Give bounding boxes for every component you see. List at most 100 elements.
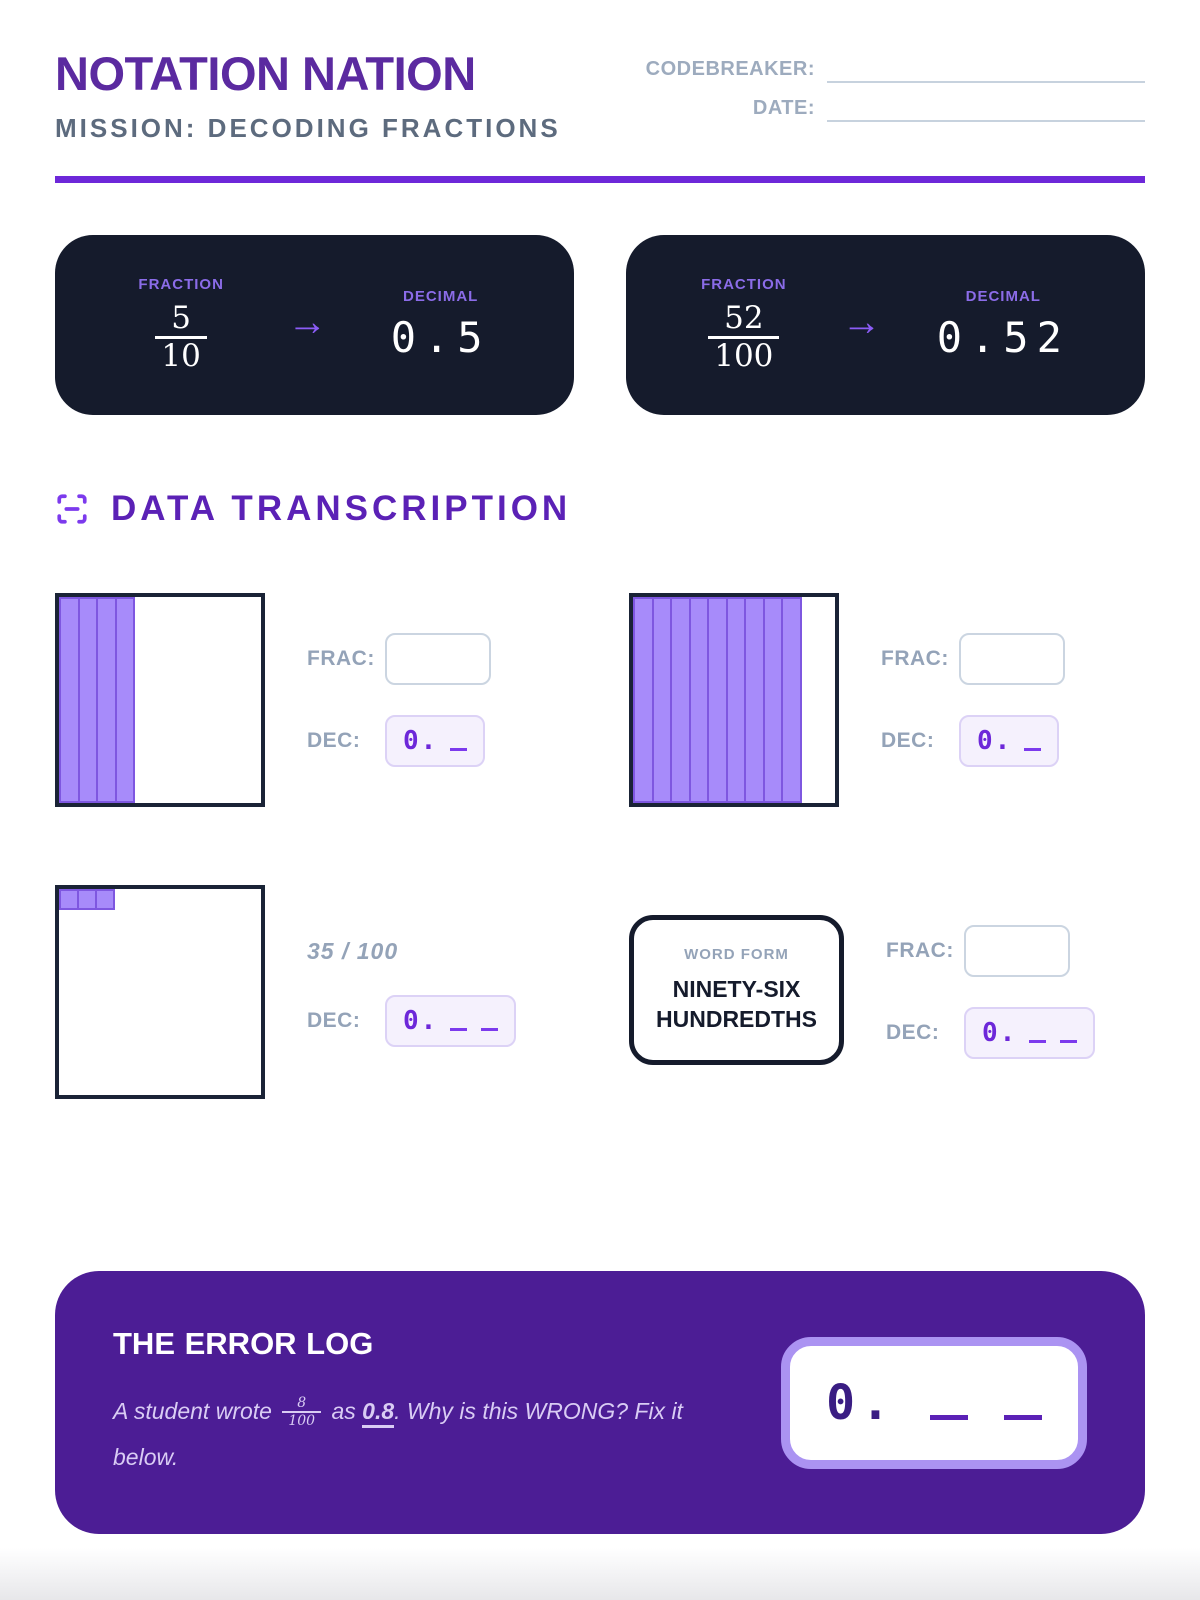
- dec-row: DEC: 0.: [886, 1007, 1145, 1059]
- reference-card-hundredths: FRACTION 52 100 → DECIMAL 0.52: [626, 235, 1145, 415]
- word-form-label: WORD FORM: [684, 945, 789, 963]
- fraction-denominator: 10: [155, 336, 207, 374]
- shaded-stripes: [633, 597, 802, 803]
- body-prefix: A student wrote: [113, 1397, 272, 1424]
- digit-blank[interactable]: [481, 1011, 499, 1031]
- shaded-segment: [651, 597, 672, 803]
- dec-blanks: [450, 1011, 499, 1031]
- arrow-icon: →: [841, 300, 882, 344]
- answer-fields: FRAC: DEC: 0.: [307, 593, 571, 807]
- dec-label: DEC:: [307, 729, 361, 752]
- wrong-value: 0.8: [362, 1397, 395, 1428]
- hundredths-grid-diagram: [55, 885, 265, 1099]
- header-divider: [55, 176, 1145, 183]
- frac-label: FRAC:: [307, 647, 375, 670]
- fraction-numerator: 52: [724, 300, 764, 337]
- shaded-segment: [633, 597, 654, 803]
- answer-fields: 35 / 100 DEC: 0.: [307, 885, 571, 1099]
- body-suffix: . Why is this WRONG? Fix it below.: [113, 1397, 683, 1470]
- section-heading: DATA TRANSCRIPTION: [55, 489, 1145, 529]
- tenths-grid-diagram: [629, 593, 839, 807]
- decimal-label: DECIMAL: [402, 288, 479, 305]
- frac-row: FRAC:: [881, 633, 1145, 685]
- problem-1: FRAC: DEC: 0.: [55, 593, 571, 807]
- fraction-numerator: 5: [171, 300, 192, 337]
- date-field-row: DATE:: [646, 97, 1145, 122]
- fraction-label: FRACTION: [701, 276, 787, 294]
- digit-blank[interactable]: [450, 731, 468, 751]
- codebreaker-input-line[interactable]: [827, 59, 1145, 83]
- decimal-column: DECIMAL 0.5: [391, 288, 491, 362]
- shaded-segment: [96, 597, 117, 803]
- reference-card-tenths: FRACTION 5 10 → DECIMAL 0.5: [55, 235, 574, 415]
- shaded-segment: [688, 597, 709, 803]
- digit-blank[interactable]: [1029, 1023, 1047, 1043]
- dec-input-box[interactable]: 0.: [959, 715, 1060, 767]
- shaded-segment: [781, 597, 802, 803]
- shaded-segment: [707, 597, 728, 803]
- digit-blank[interactable]: [450, 1011, 468, 1031]
- fraction-value: 52 100: [708, 300, 780, 374]
- shaded-segment: [77, 597, 98, 803]
- header: NOTATION NATION MISSION: DECODING FRACTI…: [55, 50, 1145, 144]
- decimal-value: 0.52: [936, 313, 1070, 362]
- inline-fraction-numerator: 8: [297, 1394, 307, 1411]
- arrow-icon: →: [287, 300, 328, 344]
- problem-grid: FRAC: DEC: 0. FRAC:: [55, 593, 1145, 1099]
- shaded-cells: [59, 889, 115, 910]
- fraction-denominator: 100: [708, 336, 780, 374]
- dec-label: DEC:: [881, 729, 935, 752]
- shaded-segment: [59, 889, 79, 910]
- fraction-label: FRACTION: [138, 276, 224, 294]
- dec-row: DEC: 0.: [881, 715, 1145, 767]
- shaded-segment: [744, 597, 765, 803]
- frac-input-box[interactable]: [964, 925, 1070, 977]
- error-log-text: THE ERROR LOG A student wrote 8 100 as 0.…: [113, 1326, 741, 1480]
- codebreaker-field-row: CODEBREAKER:: [646, 58, 1145, 83]
- problem-2: FRAC: DEC: 0.: [629, 593, 1145, 807]
- frac-row: FRAC:: [307, 633, 571, 685]
- digit-blank[interactable]: [1060, 1023, 1078, 1043]
- error-answer-box[interactable]: 0.: [781, 1336, 1087, 1469]
- decimal-value: 0.5: [390, 313, 491, 362]
- section-title: DATA TRANSCRIPTION: [111, 489, 572, 528]
- inline-fraction: 8 100: [282, 1394, 322, 1431]
- decimal-label: DECIMAL: [965, 288, 1041, 305]
- dec-prefix: 0.: [403, 726, 439, 756]
- body-mid: as: [331, 1397, 356, 1424]
- dec-row: DEC: 0.: [307, 994, 571, 1047]
- answer-fields: FRAC: DEC: 0.: [881, 593, 1145, 807]
- dec-prefix: 0.: [977, 726, 1013, 756]
- digit-blank[interactable]: [929, 1386, 968, 1420]
- dec-prefix: 0.: [403, 1005, 439, 1036]
- dec-prefix: 0.: [982, 1018, 1018, 1048]
- digit-blank[interactable]: [1003, 1386, 1042, 1420]
- digit-blank[interactable]: [1024, 731, 1042, 751]
- page-bottom-shadow: [0, 1548, 1200, 1600]
- shaded-segment: [725, 597, 746, 803]
- shaded-segment: [95, 889, 115, 910]
- word-form-text: NINETY-SIX HUNDREDTHS: [656, 975, 817, 1032]
- problem-3: 35 / 100 DEC: 0.: [55, 885, 571, 1099]
- frac-label: FRAC:: [881, 647, 949, 670]
- date-input-line[interactable]: [827, 98, 1145, 122]
- error-log-title: THE ERROR LOG: [113, 1325, 374, 1361]
- answer-blanks: [929, 1386, 1042, 1420]
- answer-fields: FRAC: DEC: 0.: [886, 885, 1145, 1099]
- dec-input-box[interactable]: 0.: [385, 715, 486, 767]
- shaded-segment: [670, 597, 691, 803]
- shaded-stripes: [59, 597, 135, 803]
- reference-cards: FRACTION 5 10 → DECIMAL 0.5 FRACTION 52 …: [55, 235, 1145, 415]
- dec-input-box[interactable]: 0.: [385, 994, 517, 1047]
- answer-prefix: 0.: [826, 1374, 896, 1431]
- inline-fraction-denominator: 100: [282, 1411, 322, 1430]
- header-titles: NOTATION NATION MISSION: DECODING FRACTI…: [55, 50, 561, 144]
- dec-input-box[interactable]: 0.: [964, 1007, 1096, 1059]
- frac-input-box[interactable]: [385, 633, 491, 685]
- shaded-segment: [59, 597, 80, 803]
- scan-icon: [57, 494, 87, 524]
- frac-input-box[interactable]: [959, 633, 1065, 685]
- page-title: NOTATION NATION: [55, 47, 476, 100]
- codebreaker-label: CODEBREAKER:: [645, 58, 815, 80]
- error-log-body: A student wrote 8 100 as 0.8. Why is this…: [113, 1388, 741, 1480]
